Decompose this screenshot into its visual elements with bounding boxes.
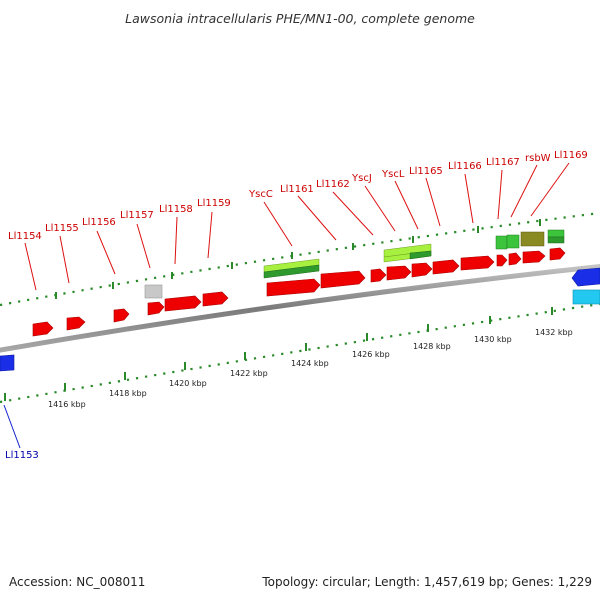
cds-arrow[interactable] [66,316,86,331]
lower-major-ticks [4,307,553,401]
gene-label-ll1156[interactable]: Ll1156 [82,217,116,228]
tick-label: 1418 kbp [109,389,147,398]
cds-arrow[interactable] [508,252,522,266]
tick-label: 1424 kbp [291,359,329,368]
feature-track-green [263,229,565,279]
lower-tick-track [0,302,600,404]
cds-arrow[interactable] [386,265,412,281]
gene-label-ll1161[interactable]: Ll1161 [280,184,314,195]
genome-backbone [0,264,600,353]
map-title: Lawsonia intracellularis PHE/MN1-00, com… [125,11,475,26]
feature-box[interactable] [495,235,508,250]
tick-label: 1420 kbp [169,379,207,388]
accession-text: Accession: NC_008011 [9,575,145,589]
reverse-cds-arrow[interactable] [571,267,600,287]
upper-tick-track [0,211,600,307]
feature-box[interactable] [547,236,565,244]
tick-label: 1416 kbp [48,400,86,409]
feature-box[interactable] [520,231,545,247]
forward-cds-track [266,247,566,297]
gene-label-ll1158[interactable]: Ll1158 [159,204,193,215]
label-leaders [24,162,570,291]
cds-arrow[interactable] [147,301,165,316]
pseudo-gene[interactable] [144,284,163,299]
cds-arrow[interactable] [411,262,433,278]
feature-box[interactable] [409,250,432,260]
reverse-cds-arrow[interactable] [0,354,15,372]
cds-arrow[interactable] [370,268,387,283]
gene-label-ll1169[interactable]: Ll1169 [554,150,588,161]
rna-feature[interactable] [572,289,600,305]
gene-label-ll1165[interactable]: Ll1165 [409,166,443,177]
cds-arrow[interactable] [496,254,508,267]
cds-arrow[interactable] [266,278,321,297]
gene-label-ll1159[interactable]: Ll1159 [197,198,231,209]
gene-label-ll1155[interactable]: Ll1155 [45,223,79,234]
cds-arrow[interactable] [549,247,566,261]
ll1153-leader [3,404,21,449]
cds-arrow[interactable] [202,291,229,307]
gene-label-ll1167[interactable]: Ll1167 [486,157,520,168]
cds-arrow[interactable] [320,270,366,289]
upper-major-ticks [55,219,541,299]
feature-box[interactable] [506,234,520,249]
cds-arrow[interactable] [113,308,130,323]
lower-cds-track [32,291,229,337]
gene-label-rsbw[interactable]: rsbW [525,153,551,164]
tick-label: 1428 kbp [413,342,451,351]
gene-label-ll1166[interactable]: Ll1166 [448,161,482,172]
topology-text: Topology: circular; Length: 1,457,619 bp… [261,575,592,589]
tick-label: 1432 kbp [535,328,573,337]
cds-arrow[interactable] [522,250,546,264]
cds-arrow[interactable] [432,259,460,275]
gene-label-ll1162[interactable]: Ll1162 [316,179,350,190]
feature-box[interactable] [263,264,320,279]
tick-label: 1426 kbp [352,350,390,359]
gene-label-ll1154[interactable]: Ll1154 [8,231,42,242]
gene-label-yscl[interactable]: YscL [381,169,405,180]
gene-label-ll1157[interactable]: Ll1157 [120,210,154,221]
tick-label: 1422 kbp [230,369,268,378]
tick-label: 1430 kbp [474,335,512,344]
gene-label-yscj[interactable]: YscJ [351,173,372,184]
cds-arrow[interactable] [32,321,54,337]
gene-label-yscc[interactable]: YscC [248,189,273,200]
feature-box[interactable] [547,229,565,238]
cds-arrow[interactable] [164,295,202,312]
gene-label-ll1153[interactable]: Ll1153 [5,450,39,461]
cds-arrow[interactable] [460,255,495,271]
